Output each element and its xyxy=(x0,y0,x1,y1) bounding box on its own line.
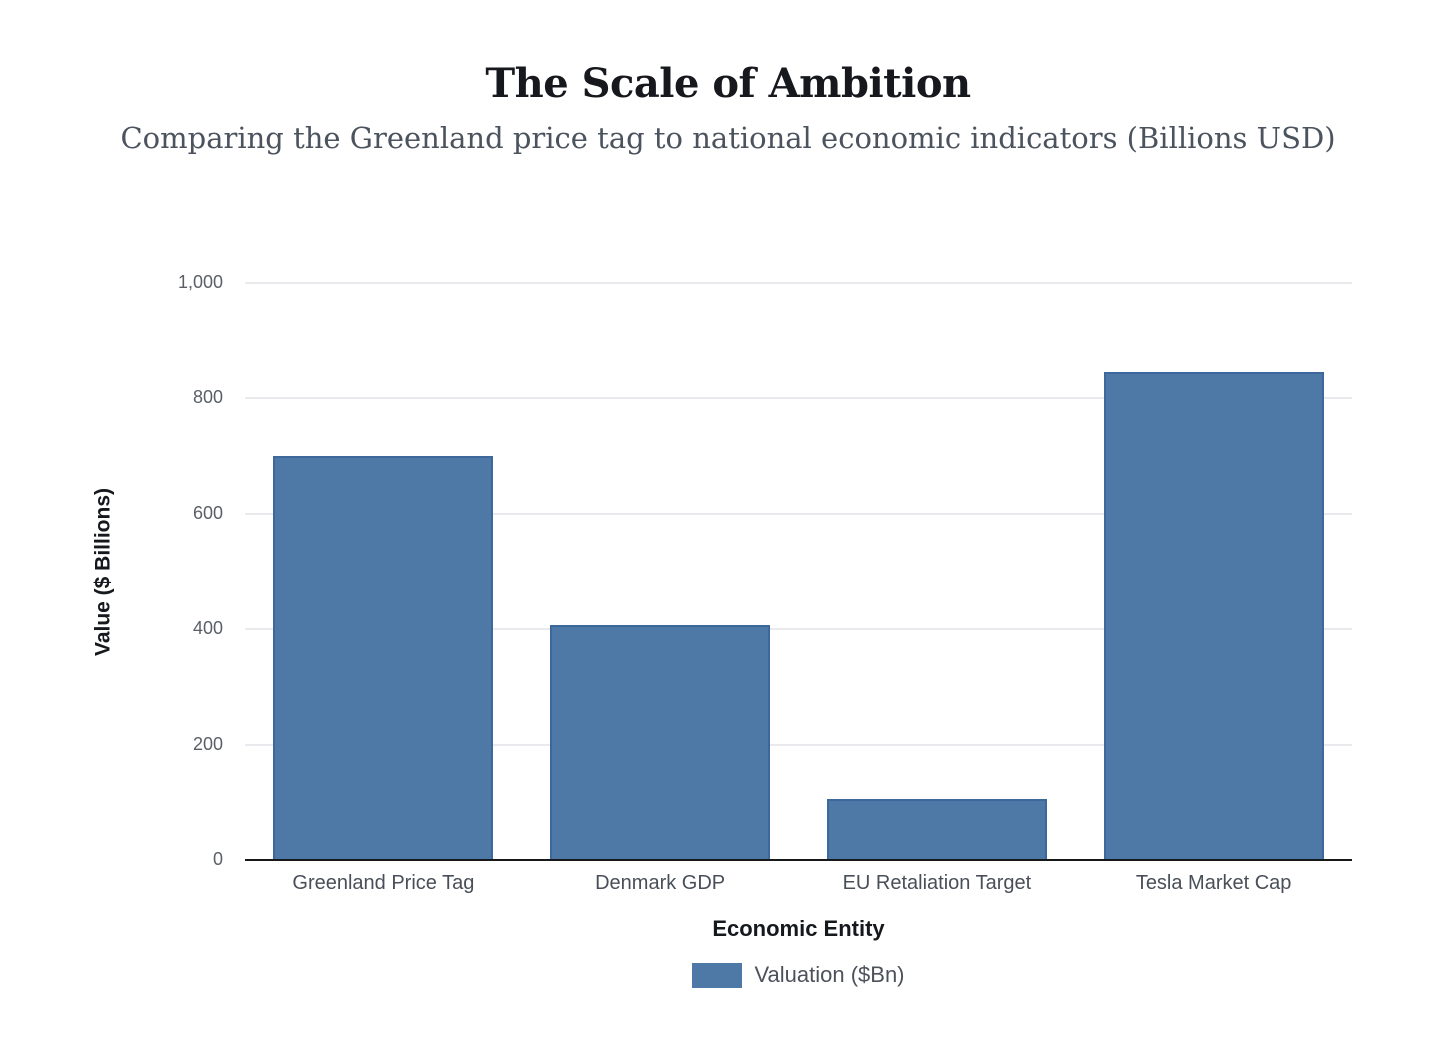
x-category-label-tesla-market-cap: Tesla Market Cap xyxy=(1135,872,1292,894)
gridline-1000 xyxy=(245,282,1352,284)
y-tick-label-0: 0 xyxy=(212,849,223,869)
x-category-label-denmark-gdp: Denmark GDP xyxy=(595,872,726,894)
gridline-200 xyxy=(245,743,1352,746)
bar-eu-retaliation-target xyxy=(826,799,1047,860)
chart-title: The Scale of Ambition xyxy=(485,60,971,107)
gridline-400 xyxy=(245,628,1352,631)
y-tick-label-1000: 1,000 xyxy=(177,272,223,292)
y-tick-label-200: 200 xyxy=(192,733,223,754)
y-axis-title: Value ($ Billions) xyxy=(91,487,115,657)
y-tick-label-400: 400 xyxy=(192,618,223,639)
chart-subtitle: Comparing the Greenland price tag to nat… xyxy=(120,121,1336,155)
gridline-800 xyxy=(245,397,1352,400)
bar-greenland-price-tag xyxy=(273,456,494,860)
x-category-label-greenland-price-tag: Greenland Price Tag xyxy=(292,872,475,894)
legend-label: Valuation ($Bn) xyxy=(754,962,905,987)
x-category-label-eu-retaliation-target: EU Retaliation Target xyxy=(842,872,1032,894)
chart-legend: Valuation ($Bn) xyxy=(245,962,1352,988)
bar-tesla-market-cap xyxy=(1103,372,1324,860)
bar-denmark-gdp xyxy=(550,625,771,860)
x-axis-title: Economic Entity xyxy=(712,916,885,941)
plot-area xyxy=(245,282,1352,860)
x-axis-line xyxy=(245,859,1352,861)
gridline-600 xyxy=(245,512,1352,515)
legend-swatch xyxy=(692,962,743,988)
y-tick-label-600: 600 xyxy=(192,502,223,523)
y-tick-label-800: 800 xyxy=(192,387,223,408)
